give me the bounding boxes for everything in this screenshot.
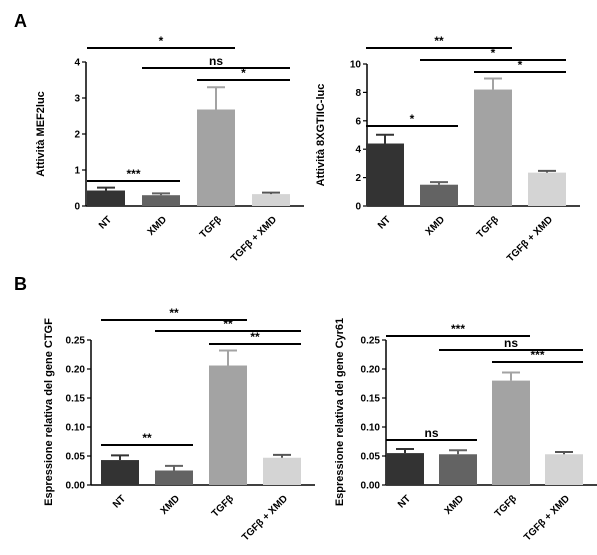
bar-tgfb [209,365,247,485]
significance-label: * [159,34,164,48]
y-tick-label: 4 [74,58,80,69]
x-category-label: NT [97,214,114,231]
y-tick-label: 1 [74,166,80,177]
x-category-label: XMD [146,214,170,238]
y-tick-label: 0.20 [66,365,86,376]
x-category-label: TGFβ [493,493,519,519]
significance-label: ns [424,426,438,440]
panel-letter-b: B [14,274,27,294]
bar-xmd [142,195,180,206]
x-category-label: NT [376,214,393,231]
x-category-label: XMD [424,214,448,238]
x-category-label: XMD [443,493,467,517]
x-category-label: TGFβ + XMD [240,493,290,543]
significance-label: ** [223,317,233,331]
significance-label: *** [126,167,140,181]
y-tick-label: 3 [74,94,80,105]
y-tick-label: 10 [350,60,362,71]
y-tick-label: 0 [355,202,361,213]
y-tick-label: 0.05 [66,452,86,463]
chart-mef2luc: Attività MEF2luc 0 1 2 3 4 NT XMD TGFβ TGFβ + XMD… [35,34,304,264]
bar-nt [386,453,424,485]
x-category-label: TGFβ + XMD [522,493,572,543]
bar-tgfb-xmd [263,457,301,485]
significance-label: *** [451,322,465,336]
y-tick-label: 2 [355,173,361,184]
y-tick-label: 0.25 [361,336,381,347]
bar-nt [101,460,139,485]
significance-label: ** [142,431,152,445]
bar-xmd [439,454,477,485]
y-tick-label: 0 [74,202,80,213]
bar-tgfb-xmd [252,194,290,206]
significance-label: ** [434,34,444,48]
y-axis-title: Attività 8XGTIIC-luc [315,84,327,187]
y-tick-label: 0.10 [361,423,381,434]
y-tick-label: 0.10 [66,423,86,434]
x-category-label: XMD [159,493,183,517]
significance-label: * [491,46,496,60]
y-tick-label: 0.20 [361,365,381,376]
chart-ctgf-expression: Espressione relativa del gene CTGF 0.00 0.… [43,306,315,543]
x-category-label: TGFβ + XMD [505,214,555,264]
x-category-label: TGFβ [198,214,224,240]
bar-nt [366,143,404,206]
y-axis-title: Espressione relativa del gene CTGF [43,318,55,506]
y-axis-title: Attività MEF2luc [35,91,47,177]
bar-xmd [155,470,193,485]
bar-xmd [420,184,458,206]
x-category-label: TGFβ [475,214,501,240]
significance-label: ** [250,330,260,344]
panel-letter-a: A [14,11,27,31]
y-tick-label: 6 [355,116,361,127]
bar-tgfb-xmd [545,454,583,485]
significance-label: ns [209,54,223,68]
significance-label: * [241,66,246,80]
y-axis-title: Espressione relativa del gene Cyr61 [334,318,346,506]
y-tick-label: 0.00 [361,481,381,492]
y-tick-label: 8 [355,88,361,99]
bar-tgfb [197,109,235,206]
significance-label: *** [530,348,544,362]
y-tick-label: 4 [355,145,361,156]
bar-nt [87,190,125,206]
y-tick-label: 0.25 [66,336,86,347]
significance-label: ns [504,336,518,350]
x-category-label: TGFβ [210,493,236,519]
y-tick-label: 0.00 [66,481,86,492]
y-tick-label: 0.15 [361,394,381,405]
y-tick-label: 0.05 [361,452,381,463]
significance-label: * [410,112,415,126]
x-category-label: NT [111,493,128,510]
chart-cyr61-expression: Espressione relativa del gene Cyr61 0.00 0… [334,318,597,543]
y-tick-label: 0.15 [66,394,86,405]
bar-tgfb [492,380,530,485]
significance-label: * [518,58,523,72]
chart-8xgtiic-luc: Attività 8XGTIIC-luc 0 2 4 6 8 10 NT XMD TGFβ TGFβ… [315,34,580,264]
x-category-label: TGFβ + XMD [229,214,279,264]
significance-label: ** [169,306,179,320]
x-category-label: NT [396,493,413,510]
bar-tgfb-xmd [528,172,566,206]
y-tick-label: 2 [74,130,80,141]
bar-tgfb [474,89,512,206]
